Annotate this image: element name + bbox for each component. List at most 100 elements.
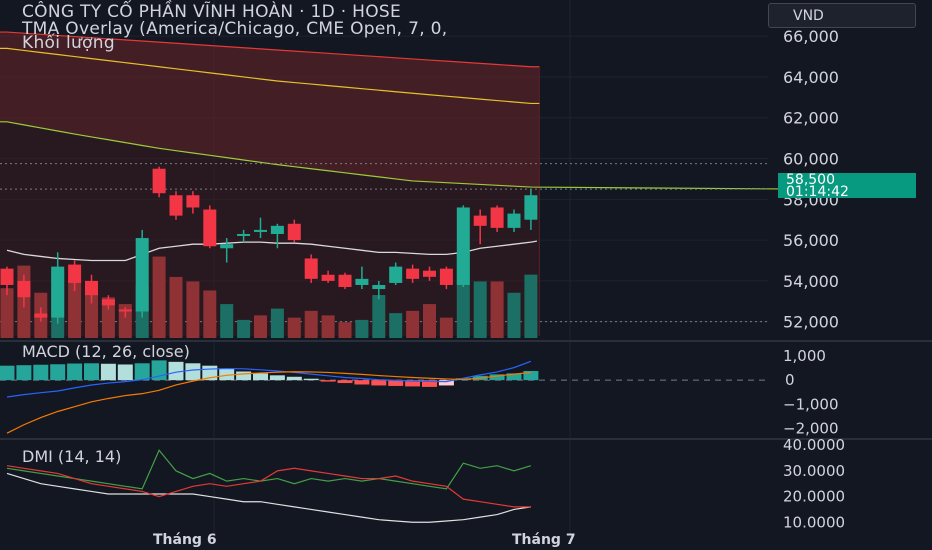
macd-pane-title: MACD (12, 26, close) xyxy=(22,342,190,361)
candle-body xyxy=(237,233,251,237)
volume-bar xyxy=(473,281,487,338)
candle-body xyxy=(186,195,200,208)
tma-lower-line xyxy=(0,121,801,190)
macd-histogram-bar xyxy=(50,364,66,381)
dmi-axis-label: 20.0000 xyxy=(783,488,845,506)
time-axis-label: Tháng 6 xyxy=(153,532,217,548)
candle-body xyxy=(135,238,149,312)
candle-body xyxy=(203,209,217,247)
volume-bar xyxy=(152,256,166,338)
countdown-value: 01:14:42 xyxy=(786,184,849,200)
macd-histogram-bar xyxy=(33,364,49,381)
candle-body xyxy=(355,278,369,285)
candle-body xyxy=(270,225,284,234)
macd-axis-label: −2,000 xyxy=(783,419,839,437)
price-axis-label: 62,000 xyxy=(783,109,839,128)
volume-bar xyxy=(406,310,420,338)
volume-bar xyxy=(389,313,403,338)
macd-histogram-bar xyxy=(422,380,437,387)
candle-body xyxy=(473,215,487,226)
tma-middle-line xyxy=(0,47,540,105)
price-axis-label: 64,000 xyxy=(783,68,839,87)
volume-bar xyxy=(254,315,267,338)
candle-body xyxy=(439,268,453,285)
dmi-axis-label: 30.0000 xyxy=(783,462,845,480)
volume-bar xyxy=(372,295,386,338)
macd-histogram-bar xyxy=(236,371,252,381)
price-axis-label: 56,000 xyxy=(783,231,839,250)
macd-histogram-bar xyxy=(320,380,336,382)
volume-bar xyxy=(321,315,335,338)
candle-body xyxy=(17,280,31,298)
candle-body xyxy=(338,274,352,288)
volume-bar xyxy=(355,319,369,338)
macd-histogram-bar xyxy=(489,374,505,381)
macd-axis-label: 1,000 xyxy=(783,347,826,365)
candle-body xyxy=(321,274,335,281)
candle-body xyxy=(118,309,132,312)
volume-bar xyxy=(0,288,14,338)
volume-bar xyxy=(169,276,183,338)
macd-histogram-bar xyxy=(286,376,302,381)
chart-title: CÔNG TY CỔ PHẦN VĨNH HOÀN · 1D · HOSE xyxy=(22,2,402,22)
macd-histogram-bar xyxy=(253,373,268,381)
dmi-plus-line xyxy=(6,449,532,490)
volume-bar xyxy=(186,281,200,338)
dmi-minus-line xyxy=(6,465,531,508)
volume-bar xyxy=(220,304,234,338)
candle-body xyxy=(152,168,166,194)
macd-line xyxy=(6,360,532,398)
adx-line xyxy=(6,472,531,523)
macd-axis-label: 0 xyxy=(785,371,795,389)
candle-body xyxy=(0,268,14,285)
tma-lower-fill xyxy=(0,121,540,336)
candle-body xyxy=(389,266,403,283)
macd-histogram-bar xyxy=(337,380,353,384)
candle-body xyxy=(51,266,65,318)
candle-body xyxy=(68,264,82,283)
candle-body xyxy=(85,280,98,296)
tma-band-fill xyxy=(0,32,540,188)
macd-histogram-bar xyxy=(303,378,319,381)
candle-body xyxy=(524,195,538,220)
macd-histogram-bar xyxy=(506,373,522,381)
volume-bar xyxy=(287,317,301,338)
price-axis-label: 66,000 xyxy=(783,27,839,46)
volume-bar xyxy=(524,274,538,338)
candle-body xyxy=(456,207,470,285)
candle-body xyxy=(372,284,386,290)
volume-bar xyxy=(423,304,436,338)
currency-selector[interactable]: VND xyxy=(768,3,916,28)
macd-histogram-bar xyxy=(100,363,116,381)
volume-bar xyxy=(338,322,352,338)
signal-line xyxy=(6,371,531,434)
macd-histogram-bar xyxy=(354,380,370,385)
candle-body xyxy=(423,270,436,277)
volume-bar xyxy=(203,290,217,338)
macd-histogram-bar xyxy=(523,370,539,381)
volume-bar xyxy=(507,292,521,338)
macd-histogram-bar xyxy=(219,368,235,381)
volume-bar xyxy=(85,290,98,338)
volume-bar xyxy=(304,310,318,338)
macd-histogram-bar xyxy=(134,363,150,381)
candle-body xyxy=(304,258,318,279)
price-axis-label: 54,000 xyxy=(783,272,839,291)
volume-bar xyxy=(118,304,132,338)
indicator-label: TMA Overlay (America/Chicago, CME Open, … xyxy=(22,19,448,39)
macd-histogram-bar xyxy=(438,380,454,386)
macd-histogram-bar xyxy=(405,380,421,387)
volume-label: Khối lượng xyxy=(22,33,115,53)
candle-body xyxy=(101,299,115,306)
candle-body xyxy=(287,223,301,241)
dmi-pane-title: DMI (14, 14) xyxy=(22,447,121,466)
macd-histogram-bar xyxy=(371,380,387,386)
macd-histogram-bar xyxy=(185,363,201,381)
candle-body xyxy=(507,213,521,228)
price-axis-label: 52,000 xyxy=(783,313,839,332)
candle-body xyxy=(406,268,420,279)
dmi-axis-label: 40.0000 xyxy=(783,436,845,454)
candle-body xyxy=(220,244,234,249)
macd-histogram-bar xyxy=(0,365,15,381)
